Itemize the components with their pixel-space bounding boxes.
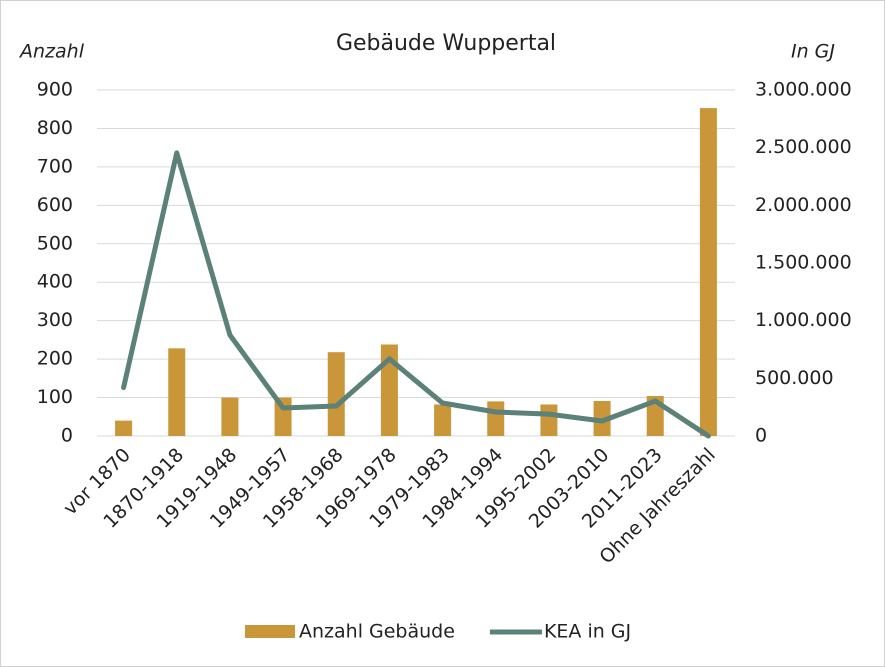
y2-tick-label: 3.000.000 <box>755 79 852 101</box>
chart-title: Gebäude Wuppertal <box>336 31 556 56</box>
y2-tick-label: 1.000.000 <box>755 309 852 331</box>
y-tick-label: 400 <box>37 271 73 293</box>
y-tick-label: 900 <box>37 79 73 101</box>
y-tick-label: 200 <box>37 348 73 370</box>
y2-tick-label: 1.500.000 <box>755 252 852 274</box>
y2-tick-label: 2.500.000 <box>755 136 852 158</box>
bar <box>699 108 717 437</box>
bar <box>168 348 186 436</box>
y2-tick-label: 500.000 <box>755 367 834 389</box>
y2-tick-label: 0 <box>755 425 767 447</box>
bar <box>540 404 558 436</box>
bar <box>380 344 398 436</box>
y2-tick-label: 2.000.000 <box>755 194 852 216</box>
y-axis-title: Anzahl <box>18 41 85 63</box>
y-tick-label: 500 <box>37 232 73 254</box>
y-tick-label: 700 <box>37 155 73 177</box>
y-tick-label: 100 <box>37 386 73 408</box>
bar <box>221 397 239 436</box>
y-tick-label: 800 <box>37 117 73 139</box>
y2-axis-title: In GJ <box>791 41 835 63</box>
y-tick-label: 600 <box>37 194 73 216</box>
bar <box>115 420 133 436</box>
bar <box>487 401 505 436</box>
bar <box>327 352 345 436</box>
legend-label: KEA in GJ <box>544 621 631 643</box>
legend-swatch <box>245 625 295 638</box>
line <box>121 150 711 439</box>
y-tick-label: 0 <box>61 425 73 447</box>
bar <box>434 404 452 436</box>
legend-label: Anzahl Gebäude <box>299 621 455 643</box>
y-tick-label: 300 <box>37 309 73 331</box>
